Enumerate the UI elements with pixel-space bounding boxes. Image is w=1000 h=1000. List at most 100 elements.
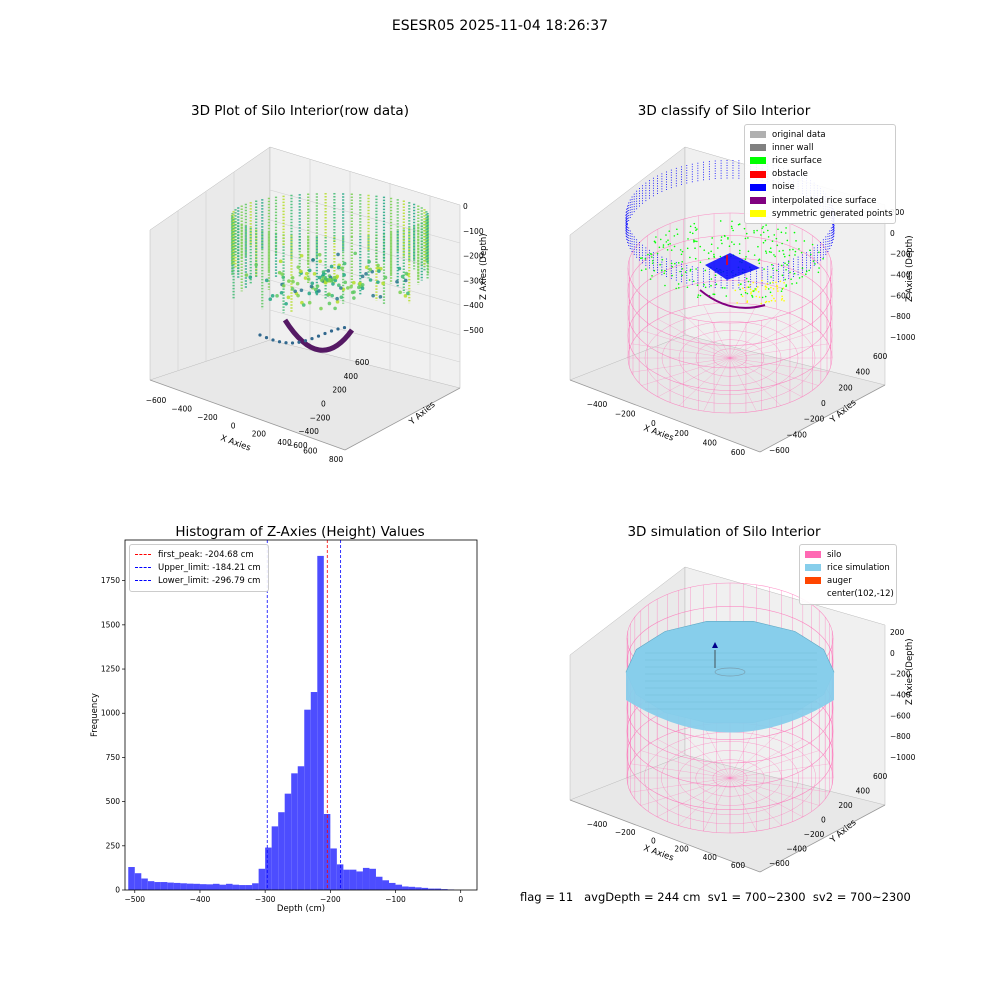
rice-surface-point <box>787 260 790 263</box>
rice-surface-point <box>665 234 667 236</box>
rice-surface-point <box>805 273 807 275</box>
legend-swatch <box>750 131 766 139</box>
legend-swatch <box>750 157 766 165</box>
rice-surface-point <box>666 249 669 251</box>
histogram-bar <box>278 812 285 890</box>
legend-item: noise <box>750 181 890 194</box>
x-tick-label: −400 <box>587 400 608 409</box>
rice-surface-point <box>771 263 773 266</box>
symmetric-point <box>746 301 748 304</box>
legend-label: auger <box>827 575 852 586</box>
rice-surface-point <box>713 253 715 256</box>
rice-surface-point <box>689 268 692 271</box>
rice-surface-point <box>694 247 696 249</box>
raw-point <box>360 283 365 287</box>
rice-surface-point <box>673 245 676 248</box>
rice-surface-point <box>758 258 761 261</box>
raw-point <box>278 259 283 264</box>
raw-point <box>303 276 308 280</box>
silo-floor-spoke <box>631 357 731 373</box>
histogram-bar <box>173 882 181 890</box>
z-tick-label: −800 <box>890 312 911 321</box>
rice-surface-point <box>677 262 680 264</box>
legend-swatch <box>750 144 766 152</box>
raw-point <box>383 275 388 280</box>
rice-surface-point <box>713 256 716 258</box>
raw-point <box>403 278 408 283</box>
histogram-bar <box>213 883 220 890</box>
rice-surface-point <box>757 259 760 262</box>
symmetric-point <box>761 279 763 282</box>
raw-point <box>352 296 356 300</box>
rice-surface-point <box>780 290 783 292</box>
rice-surface-point <box>774 255 776 258</box>
histogram-bar <box>369 868 376 890</box>
simulation-plot-title: 3D simulation of Silo Interior <box>627 524 821 540</box>
rice-surface-point <box>659 263 661 266</box>
symmetric-point <box>749 284 751 286</box>
rice-surface-point <box>738 252 741 255</box>
rice-surface-point <box>769 282 772 284</box>
rice-surface-point <box>785 285 787 288</box>
rice-surface-point <box>656 252 659 255</box>
histogram-bar <box>154 882 161 890</box>
raw-point <box>358 281 362 286</box>
raw-point <box>264 336 269 340</box>
raw-point <box>306 277 311 281</box>
y-tick-label: −200 <box>804 830 825 839</box>
silo-ring <box>627 257 833 369</box>
rice-surface-point <box>765 250 767 252</box>
x-tick-label: 0 <box>651 836 656 845</box>
histogram-bar <box>128 867 135 890</box>
raw-point <box>244 273 249 277</box>
rice-surface-point <box>795 240 797 242</box>
rice-surface-point <box>791 282 793 285</box>
raw-point <box>339 295 344 299</box>
raw-point <box>311 258 315 262</box>
rice-surface-point <box>696 228 698 230</box>
legend-swatch <box>805 564 821 572</box>
silo-floor-spoke <box>729 357 782 406</box>
histogram-bar <box>441 889 448 890</box>
x-tick-label: −100 <box>385 895 406 904</box>
legend-label: Lower_limit: -296.79 cm <box>158 575 261 586</box>
symmetric-point <box>783 299 785 302</box>
rice-surface-point <box>675 287 677 290</box>
raw-point <box>335 300 340 304</box>
silo-floor-spoke <box>678 777 731 826</box>
raw-point <box>353 251 358 256</box>
raw-axes-panes <box>149 146 461 451</box>
rice-surface-point <box>714 274 717 277</box>
rice-surface-point <box>740 293 743 296</box>
silo-floor-spoke <box>678 730 731 779</box>
silo-floor-spoke <box>630 763 731 779</box>
rice-surface-point <box>788 254 791 257</box>
rice-surface-point <box>688 279 691 281</box>
raw-xlabel: X Axies <box>219 433 252 453</box>
rice-surface-point <box>808 269 810 272</box>
silo-floor-spoke <box>630 777 731 793</box>
rice-surface-point <box>717 247 719 249</box>
rice-surface-point <box>695 268 697 270</box>
histogram-bar <box>317 555 324 890</box>
raw-point <box>381 281 385 286</box>
legend-swatch <box>750 170 766 178</box>
rice-surface-point <box>811 243 814 246</box>
rice-surface-point <box>758 262 761 265</box>
histogram-bar <box>310 692 318 890</box>
silo-floor-spoke <box>657 318 731 359</box>
symmetric-point <box>741 295 744 297</box>
histogram-bar <box>265 847 272 890</box>
raw-point <box>376 266 380 271</box>
rice-surface-point <box>786 264 788 266</box>
silo-floor-spoke <box>657 777 731 818</box>
z-tick-label: −600 <box>890 291 911 300</box>
rice-surface-point <box>703 283 705 286</box>
silo-floor-spoke <box>678 310 731 359</box>
z-tick-label: −800 <box>890 732 911 741</box>
z-tick-label: −400 <box>890 691 911 700</box>
raw-point <box>335 296 339 301</box>
rice-surface-point <box>818 251 820 254</box>
raw-point <box>360 286 365 291</box>
raw-point <box>317 252 322 257</box>
